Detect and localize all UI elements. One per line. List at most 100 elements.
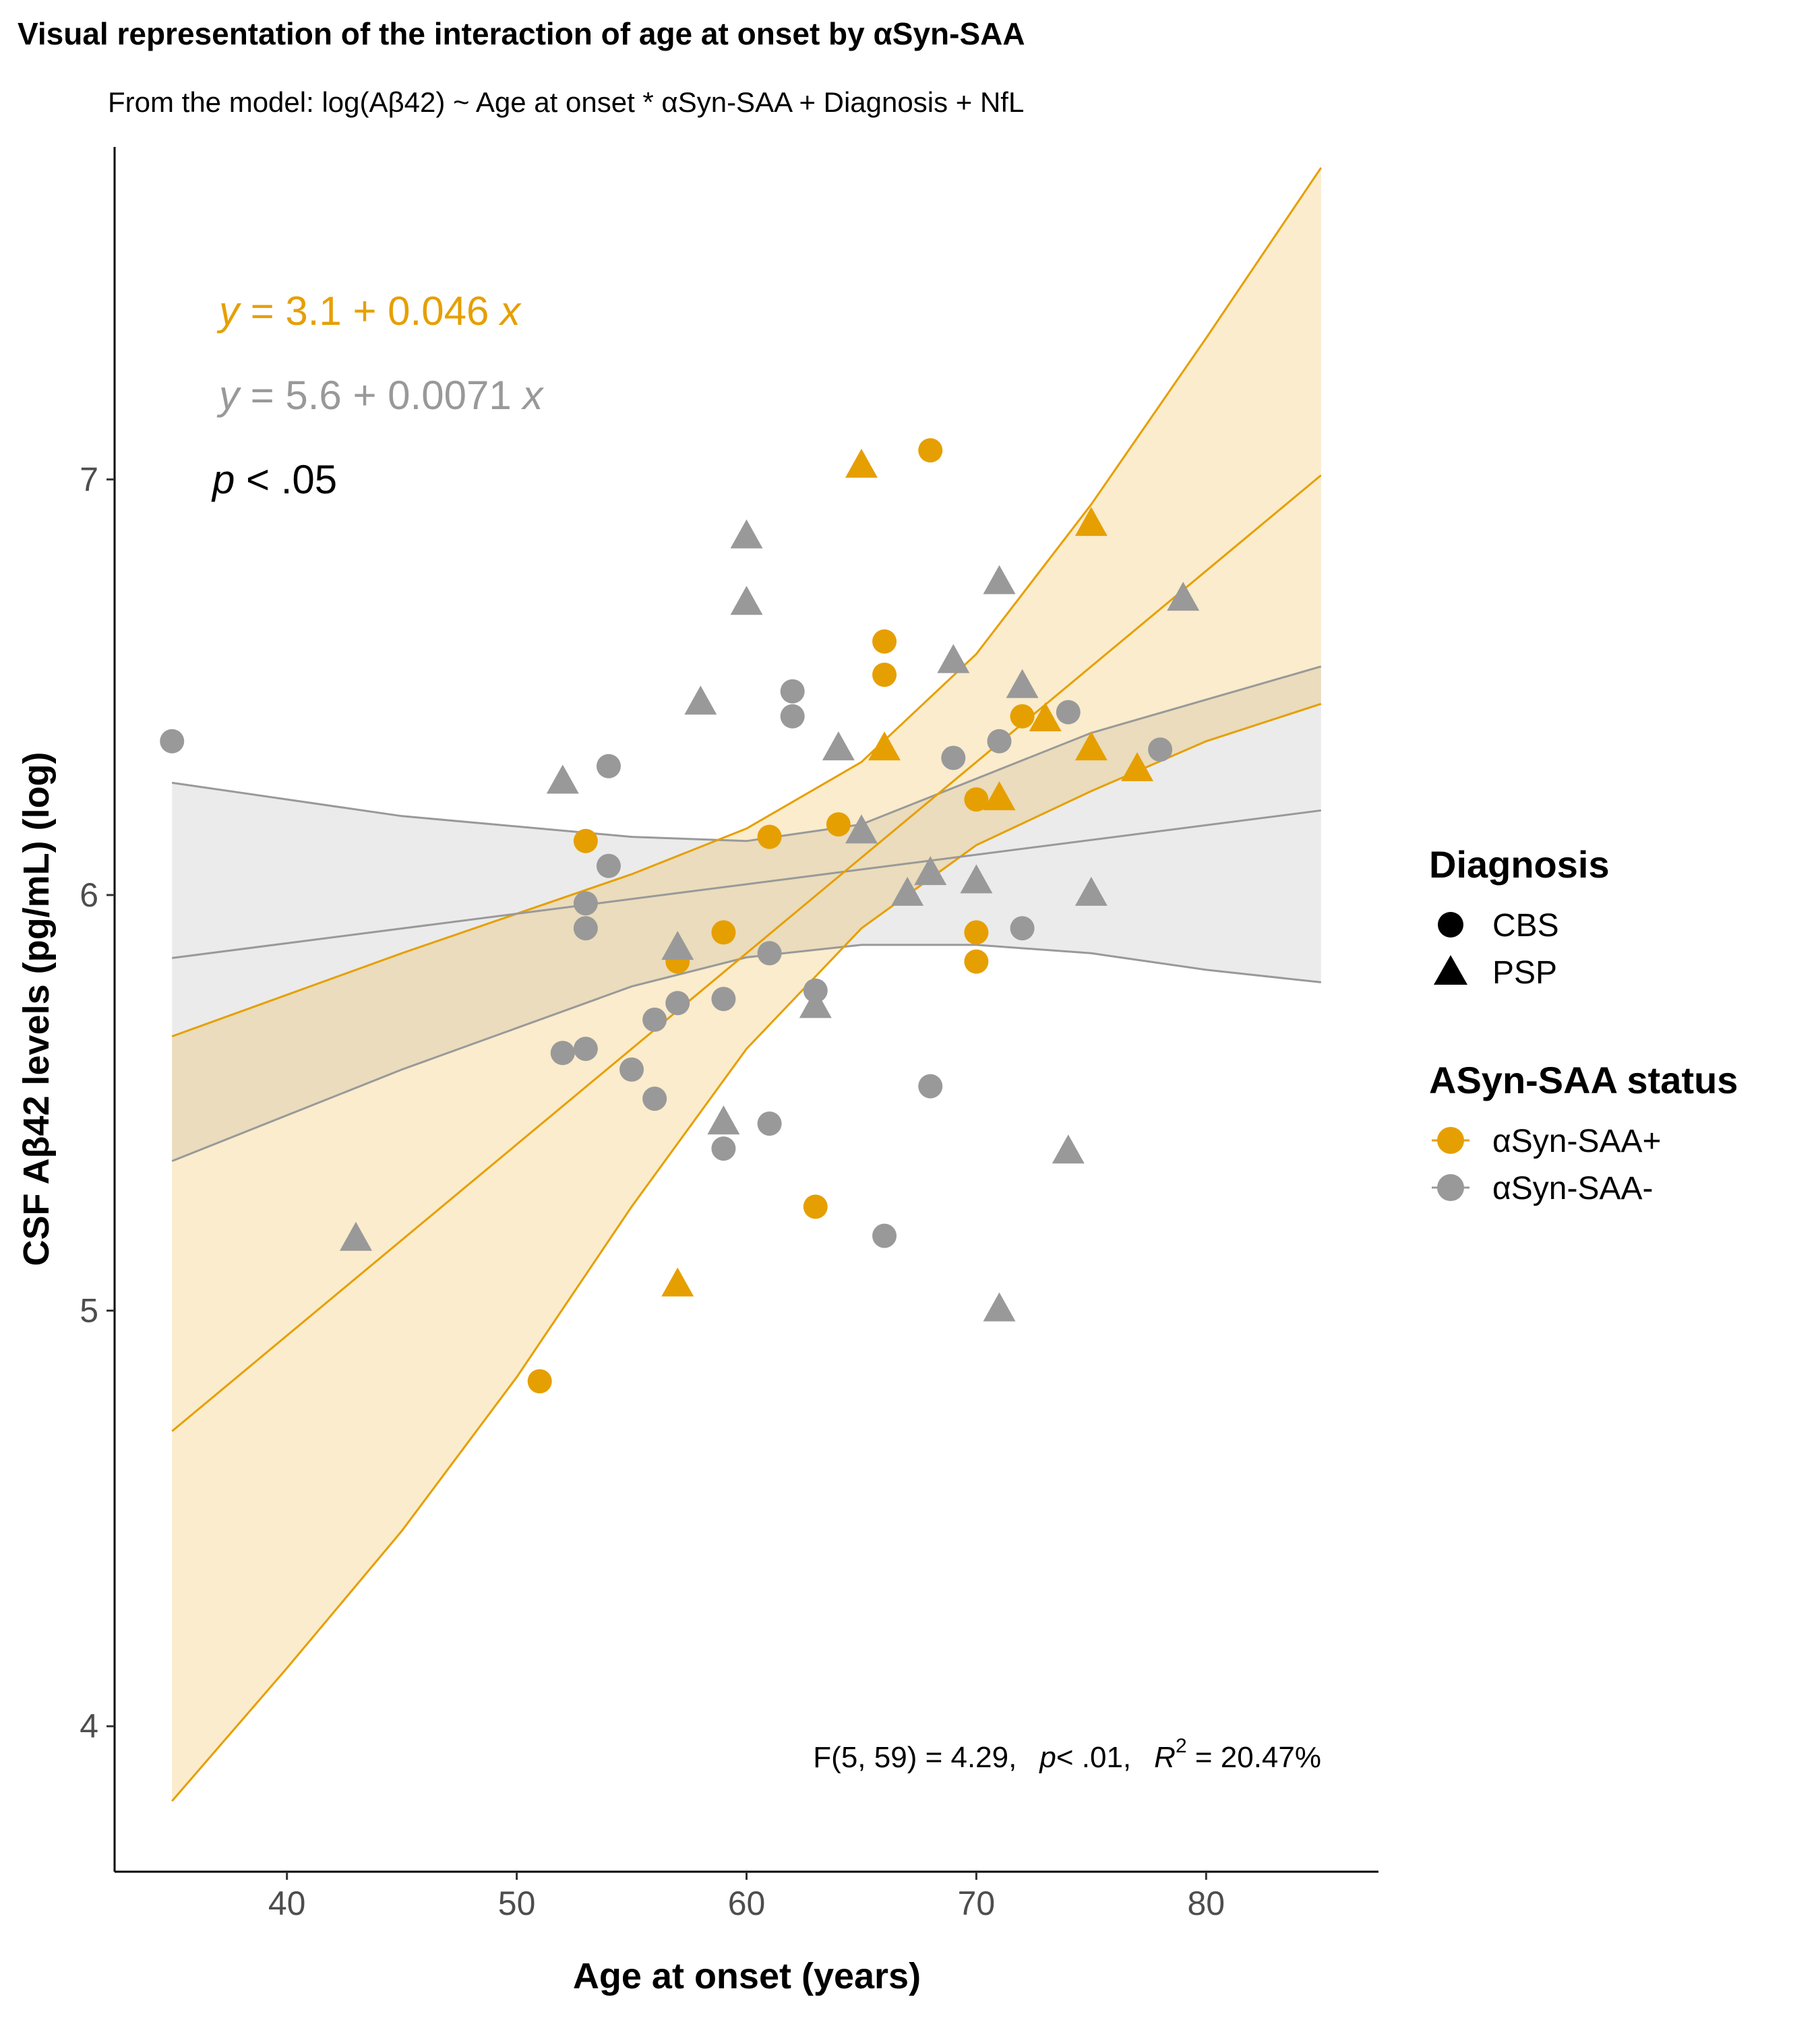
data-point-positive-cbs — [573, 828, 598, 853]
legend-negative-circle-icon — [1437, 1174, 1464, 1201]
model-p-value: < .01, — [1056, 1741, 1131, 1774]
data-point-negative-cbs — [918, 1074, 943, 1099]
data-point-negative-cbs — [757, 941, 782, 966]
y-tick-label: 4 — [80, 1707, 98, 1745]
data-point-negative-cbs — [160, 729, 185, 754]
data-point-negative-psp — [891, 876, 924, 906]
data-point-negative-psp — [1052, 1134, 1085, 1164]
legend-negative-label: αSyn-SAA- — [1492, 1171, 1653, 1206]
legend-diagnosis: Diagnosis CBS PSP — [1429, 843, 1610, 991]
legend-cbs-circle-icon — [1438, 912, 1463, 938]
data-point-negative-cbs — [573, 1037, 598, 1062]
data-point-negative-cbs — [665, 991, 690, 1016]
data-point-positive-cbs — [964, 949, 989, 974]
legend-positive-label: αSyn-SAA+ — [1492, 1124, 1662, 1159]
data-point-negative-psp — [799, 989, 832, 1018]
data-point-negative-cbs — [780, 704, 805, 729]
data-point-positive-cbs — [711, 920, 736, 945]
data-point-negative-psp — [707, 1105, 740, 1135]
y-tick-label: 5 — [80, 1292, 98, 1330]
legend-cbs-label: CBS — [1492, 908, 1559, 944]
data-point-negative-cbs — [987, 729, 1012, 754]
data-point-negative-cbs — [872, 1223, 897, 1248]
model-r-superscript: 2 — [1176, 1735, 1187, 1757]
data-point-negative-psp — [960, 864, 993, 894]
chart-subtitle: From the model: log(Aβ42) ~ Age at onset… — [108, 86, 1024, 118]
model-r-symbol: R — [1154, 1741, 1176, 1774]
equation-negative-x: x — [520, 373, 544, 418]
data-point-negative-psp — [983, 565, 1016, 594]
data-point-negative-psp — [914, 856, 947, 886]
model-r-squared: = 20.47% — [1187, 1741, 1321, 1774]
legend-status-title: ASyn-SAA status — [1429, 1059, 1738, 1101]
chart-title: Visual representation of the interaction… — [18, 16, 1025, 51]
data-point-negative-cbs — [596, 754, 621, 778]
model-statistics: F(5, 59) = 4.29, p< .01, R2 = 20.47% — [813, 1735, 1321, 1774]
equation-positive-y: y — [216, 288, 242, 334]
data-point-negative-psp — [937, 644, 970, 673]
model-f-statistic: F(5, 59) = 4.29, — [813, 1741, 1017, 1774]
x-axis-title: Age at onset (years) — [573, 1956, 921, 1996]
data-point-negative-psp — [684, 685, 717, 715]
data-point-positive-psp — [1074, 731, 1108, 761]
data-point-negative-cbs — [1148, 737, 1173, 762]
data-point-negative-psp — [730, 519, 763, 549]
data-point-positive-psp — [868, 731, 901, 761]
data-point-positive-cbs — [803, 1194, 828, 1219]
data-point-negative-cbs — [711, 987, 736, 1012]
x-tick-label: 60 — [728, 1885, 766, 1922]
data-point-positive-cbs — [872, 663, 897, 687]
model-p-symbol: p — [1038, 1741, 1056, 1774]
data-point-negative-cbs — [573, 916, 598, 941]
data-point-negative-psp — [546, 764, 579, 794]
y-tick-label: 7 — [80, 460, 98, 498]
data-point-negative-cbs — [642, 1007, 667, 1032]
data-point-negative-cbs — [780, 679, 805, 704]
data-point-negative-cbs — [1056, 700, 1081, 725]
data-point-positive-psp — [1029, 702, 1062, 731]
y-axis-title: CSF Aβ42 levels (pg/mL) (log) — [16, 752, 57, 1266]
x-tick-label: 80 — [1188, 1885, 1225, 1922]
data-point-positive-psp — [983, 781, 1016, 811]
x-tick-label: 40 — [268, 1885, 306, 1922]
data-point-negative-cbs — [757, 1111, 782, 1136]
data-point-negative-psp — [730, 586, 763, 615]
data-point-positive-cbs — [757, 824, 782, 849]
data-point-positive-cbs — [527, 1369, 552, 1394]
data-point-negative-psp — [339, 1221, 372, 1251]
data-point-negative-psp — [1167, 582, 1200, 611]
legend-positive-circle-icon — [1437, 1127, 1464, 1154]
data-point-positive-cbs — [964, 920, 989, 945]
x-tick-label: 50 — [498, 1885, 536, 1922]
legend-psp-label: PSP — [1492, 955, 1557, 991]
confidence-bands — [172, 167, 1321, 1802]
data-point-negative-cbs — [941, 745, 966, 770]
data-point-positive-psp — [845, 448, 878, 478]
data-point-positive-cbs — [826, 812, 851, 837]
equation-positive-x: x — [498, 288, 522, 334]
data-points — [160, 438, 1200, 1394]
fit-line-positive — [171, 474, 1322, 1432]
data-point-positive-cbs — [964, 787, 989, 812]
equation-positive-terms: = 3.1 + 0.046 — [239, 288, 500, 334]
data-point-negative-cbs — [1010, 916, 1035, 941]
equation-negative-terms: = 5.6 + 0.0071 — [239, 373, 522, 418]
data-point-positive-psp — [1121, 752, 1154, 781]
legend-diagnosis-title: Diagnosis — [1429, 843, 1610, 886]
data-point-positive-psp — [661, 1267, 694, 1297]
fit-line-negative — [172, 809, 1321, 959]
legend-status: ASyn-SAA status αSyn-SAA+ αSyn-SAA- — [1429, 1059, 1738, 1206]
equation-negative-y: y — [216, 373, 242, 418]
legend-psp-triangle-icon — [1434, 955, 1467, 985]
data-point-negative-cbs — [711, 1136, 736, 1161]
confidence-band-negative — [172, 666, 1321, 1161]
data-point-positive-cbs — [918, 438, 943, 463]
equation-positive: y = 3.1 + 0.046 x — [216, 288, 522, 334]
interaction-p-value: p < .05 — [211, 457, 337, 502]
confidence-band-positive — [172, 167, 1321, 1802]
data-point-negative-psp — [983, 1292, 1016, 1322]
data-point-negative-cbs — [573, 891, 598, 916]
data-point-negative-psp — [661, 931, 694, 960]
data-point-positive-psp — [1074, 507, 1108, 537]
